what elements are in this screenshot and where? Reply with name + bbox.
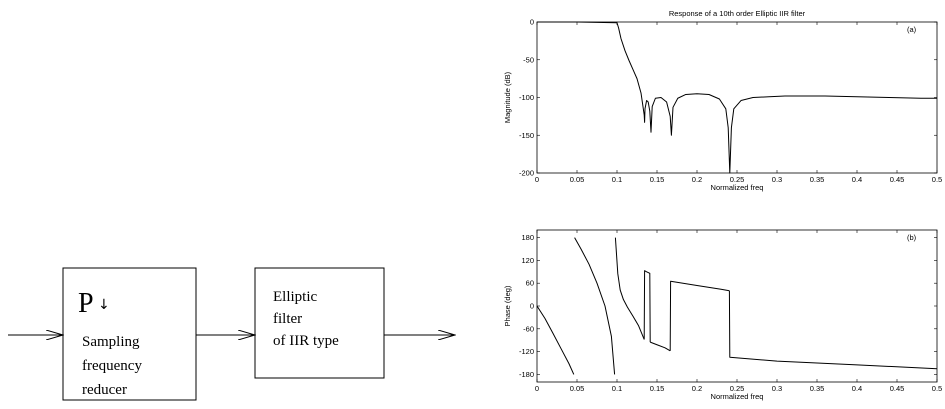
magnitude-panel-label: (a) (907, 25, 917, 34)
phase-xtick-label: 0.15 (650, 384, 665, 393)
phase-xtick-label: 0.1 (612, 384, 622, 393)
magnitude-ylabel: Magnitude (dB) (503, 71, 512, 123)
reducer-block (62, 267, 197, 401)
down-arrow-icon: ↓ (98, 297, 110, 313)
magnitude-xtick-label: 0.2 (692, 175, 702, 184)
phase-xtick-label: 0.05 (570, 384, 585, 393)
magnitude-ytick-label: 0 (530, 18, 534, 27)
magnitude-ytick-label: -50 (523, 55, 534, 64)
filter-line-3: of IIR type (273, 333, 339, 349)
phase-xtick-label: 0.4 (852, 384, 862, 393)
magnitude-xtick-label: 0.05 (570, 175, 585, 184)
magnitude-xtick-label: 0.4 (852, 175, 862, 184)
phase-ytick-label: -120 (519, 347, 534, 356)
phase-ytick-label: -60 (523, 324, 534, 333)
phase-ytick-label: 120 (521, 256, 534, 265)
phase-xtick-label: 0.5 (932, 384, 942, 393)
reducer-symbol: P (78, 288, 94, 319)
phase-ytick-label: -180 (519, 370, 534, 379)
phase-series-line-segment-1 (536, 305, 575, 375)
magnitude-xtick-label: 0.15 (650, 175, 665, 184)
magnitude-ytick-label: -100 (519, 93, 534, 102)
phase-ytick-label: 0 (530, 302, 534, 311)
phase-ytick-label: 180 (521, 233, 534, 242)
magnitude-xlabel: Normalized freq (711, 183, 764, 192)
block-diagram: P ↓ Sampling frequency reducer Elliptic … (8, 267, 470, 401)
magnitude-xtick-label: 0.45 (890, 175, 905, 184)
magnitude-title: Response of a 10th order Elliptic IIR fi… (669, 9, 806, 18)
magnitude-xtick-label: 0.35 (810, 175, 825, 184)
phase-xtick-label: 0.3 (772, 384, 782, 393)
phase-series-line-segment-5 (650, 341, 671, 352)
phase-panel-label: (b) (907, 233, 917, 242)
phase-ylabel: Phase (deg) (503, 285, 512, 326)
magnitude-xtick-label: 0.3 (772, 175, 782, 184)
phase-xtick-label: 0.25 (730, 384, 745, 393)
phase-xlabel: Normalized freq (711, 392, 764, 401)
phase-ytick-label: 60 (526, 279, 534, 288)
reducer-line-1: Sampling (82, 334, 140, 350)
magnitude-xtick-label: 0.5 (932, 175, 942, 184)
phase-xtick-label: 0 (535, 384, 539, 393)
phase-series-line-segment-3 (614, 237, 645, 340)
phase-xtick-label: 0.45 (890, 384, 905, 393)
filter-block (254, 267, 385, 379)
filter-line-1: Elliptic (273, 289, 318, 305)
phase-plot: 0 0.05 0.1 0.15 0.2 0.25 0.3 0.35 0.4 0.45 0.5 180 1… (503, 229, 942, 401)
magnitude-plot: 0 0.05 0.1 0.15 0.2 0.25 0.3 0.35 0.4 0.45 0.5 0 -50… (503, 9, 942, 192)
magnitude-xtick-label: 0.25 (730, 175, 745, 184)
phase-series-line-segment-4 (643, 270, 651, 343)
phase-series-line-segment-6 (669, 280, 730, 351)
reducer-line-2: frequency (82, 358, 142, 374)
phase-xtick-label: 0.35 (810, 384, 825, 393)
phase-xtick-label: 0.2 (692, 384, 702, 393)
reducer-line-3: reducer (82, 382, 127, 398)
phase-axes-frame (536, 229, 938, 383)
magnitude-series-line (537, 21, 937, 174)
phase-series-line-segment-2 (574, 237, 616, 375)
magnitude-xtick-label: 0.1 (612, 175, 622, 184)
magnitude-ytick-label: -150 (519, 131, 534, 140)
magnitude-xtick-label: 0 (535, 175, 539, 184)
phase-series-line-segment-7 (728, 290, 938, 370)
magnitude-ytick-label: -200 (519, 169, 534, 178)
filter-line-2: filter (273, 311, 302, 327)
